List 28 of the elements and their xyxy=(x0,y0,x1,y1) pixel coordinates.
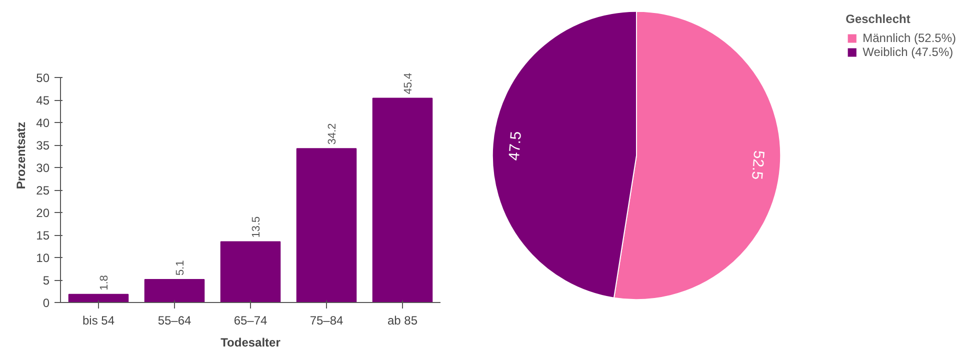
x-axis-title: Todesalter xyxy=(220,336,281,350)
data-label: 1.8 xyxy=(98,275,110,290)
x-tick-label: 55–64 xyxy=(158,314,192,328)
y-tick-label: 40 xyxy=(36,116,50,130)
data-label: 5.1 xyxy=(174,260,186,276)
y-tick-label: 5 xyxy=(42,274,50,288)
y-tick-label: 0 xyxy=(42,296,50,310)
x-tick-label: bis 54 xyxy=(82,314,115,328)
data-label: 45.4 xyxy=(402,72,414,94)
y-tick-label: 50 xyxy=(36,71,50,86)
x-tick-label: ab 85 xyxy=(387,314,418,328)
y-tick-label: 45 xyxy=(36,94,50,108)
y-tick-label: 20 xyxy=(36,206,50,220)
legend-label: Weiblich (47.5%) xyxy=(862,45,954,59)
y-tick-label: 30 xyxy=(36,161,50,176)
y-tick-label: 10 xyxy=(36,251,50,266)
x-tick-label: 75–84 xyxy=(310,314,344,328)
x-tick-label: 65–74 xyxy=(234,314,268,328)
legend-title: Geschlecht xyxy=(846,12,912,26)
data-label: 34.2 xyxy=(326,123,338,145)
y-axis-title: Prozentsatz xyxy=(14,122,28,190)
data-label: 52.5 xyxy=(748,150,768,180)
data-label: 13.5 xyxy=(250,216,262,238)
y-tick-label: 35 xyxy=(36,138,50,153)
data-label: 47.5 xyxy=(506,130,525,162)
y-tick-label: 15 xyxy=(36,228,50,243)
legend-label: Männlich (52.5%) xyxy=(862,31,956,45)
y-tick-label: 25 xyxy=(36,184,50,198)
